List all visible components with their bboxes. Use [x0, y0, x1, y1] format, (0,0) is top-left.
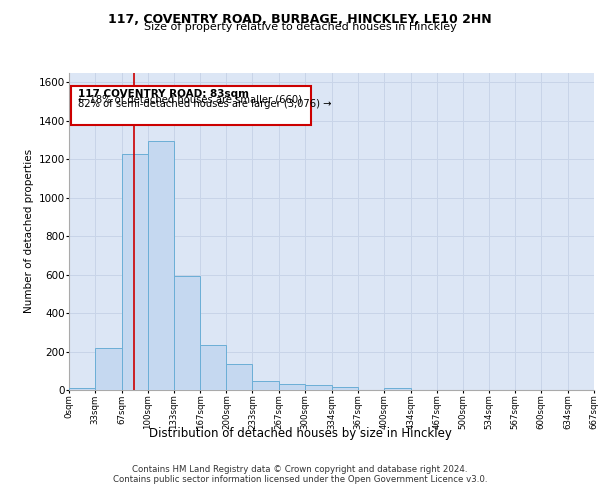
Y-axis label: Number of detached properties: Number of detached properties: [25, 149, 34, 314]
Text: Size of property relative to detached houses in Hinckley: Size of property relative to detached ho…: [143, 22, 457, 32]
Bar: [226, 364, 253, 390]
Text: Contains HM Land Registry data © Crown copyright and database right 2024.
Contai: Contains HM Land Registry data © Crown c…: [113, 464, 487, 484]
Bar: [173, 276, 200, 390]
Bar: [69, 388, 95, 390]
Text: 82% of semi-detached houses are larger (3,076) →: 82% of semi-detached houses are larger (…: [77, 99, 331, 109]
Bar: [200, 345, 226, 390]
Text: Distribution of detached houses by size in Hinckley: Distribution of detached houses by size …: [149, 428, 451, 440]
Bar: [279, 384, 305, 390]
Bar: [305, 385, 332, 390]
Text: 117, COVENTRY ROAD, BURBAGE, HINCKLEY, LE10 2HN: 117, COVENTRY ROAD, BURBAGE, HINCKLEY, L…: [108, 13, 492, 26]
FancyBboxPatch shape: [71, 86, 311, 126]
Bar: [332, 387, 358, 390]
Bar: [95, 348, 122, 390]
Bar: [253, 382, 279, 390]
Bar: [384, 388, 410, 390]
Bar: [148, 141, 173, 390]
Bar: [122, 154, 148, 390]
Text: ← 18% of detached houses are smaller (660): ← 18% of detached houses are smaller (66…: [77, 94, 302, 104]
Text: 117 COVENTRY ROAD: 83sqm: 117 COVENTRY ROAD: 83sqm: [77, 89, 248, 99]
